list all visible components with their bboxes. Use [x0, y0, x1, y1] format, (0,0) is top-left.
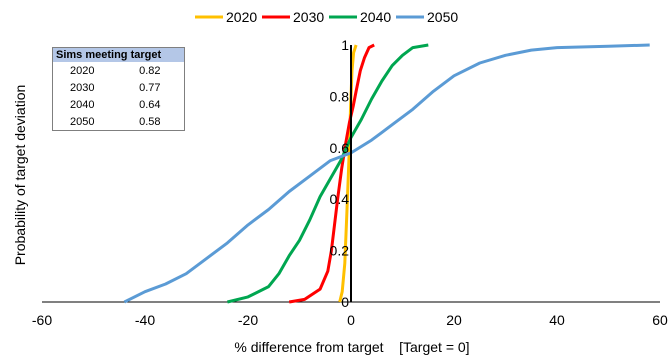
- x-tick-label: 20: [446, 312, 462, 328]
- sims-meeting-target-table: Sims meeting target 2020 0.82 2030 0.77 …: [52, 47, 185, 131]
- series-layer: [123, 43, 650, 304]
- series-line-2020: [338, 44, 358, 303]
- table-header-row: Sims meeting target: [52, 47, 185, 62]
- y-tick-label: 0.4: [330, 191, 350, 207]
- table-cell-year: 2050: [70, 115, 95, 128]
- table-cell-value: 0.58: [139, 115, 161, 128]
- legend-label-2050: 2050: [427, 9, 458, 25]
- table-cell-year: 2030: [70, 81, 95, 94]
- chart-legend: 2020 2030 2040 2050: [195, 9, 458, 25]
- series-line-2040: [227, 43, 429, 304]
- legend-label-2040: 2040: [360, 9, 391, 25]
- x-tick-label: 0: [347, 312, 355, 328]
- table-row: 2050 0.58: [53, 113, 185, 131]
- y-tick-label: 1: [341, 37, 349, 53]
- y-tick-label: 0.8: [330, 88, 350, 104]
- x-tick-label: -20: [238, 312, 258, 328]
- table-cell-value: 0.64: [139, 98, 161, 111]
- y-tick-label: 0: [341, 294, 349, 310]
- table-cell-year: 2020: [70, 64, 95, 77]
- x-axis-title: % difference from target [Target = 0]: [234, 339, 469, 355]
- x-tick-label: 60: [652, 312, 668, 328]
- y-tick-labels: 0 0.2 0.4 0.6 0.8 1: [330, 37, 350, 310]
- legend-label-2020: 2020: [226, 9, 257, 25]
- table-row: 2020 0.82: [53, 62, 185, 79]
- table-row: 2040 0.64: [53, 96, 185, 113]
- table-row: 2030 0.77: [53, 79, 185, 96]
- table-cell-value: 0.82: [139, 64, 161, 77]
- series-line-2050: [123, 43, 650, 304]
- x-tick-labels: -60 -40 -20 0 20 40 60: [32, 312, 668, 328]
- x-tick-label: -60: [32, 312, 52, 328]
- legend-label-2030: 2030: [293, 9, 324, 25]
- table-cell-value: 0.77: [139, 81, 161, 94]
- y-tick-label: 0.2: [330, 243, 350, 259]
- y-axis-title: Probability of target deviation: [12, 85, 28, 266]
- x-tick-label: 40: [549, 312, 565, 328]
- table-header: Sims meeting target: [52, 47, 185, 62]
- y-tick-label: 0.6: [330, 140, 350, 156]
- x-tick-label: -40: [135, 312, 155, 328]
- table-cell-year: 2040: [70, 98, 95, 111]
